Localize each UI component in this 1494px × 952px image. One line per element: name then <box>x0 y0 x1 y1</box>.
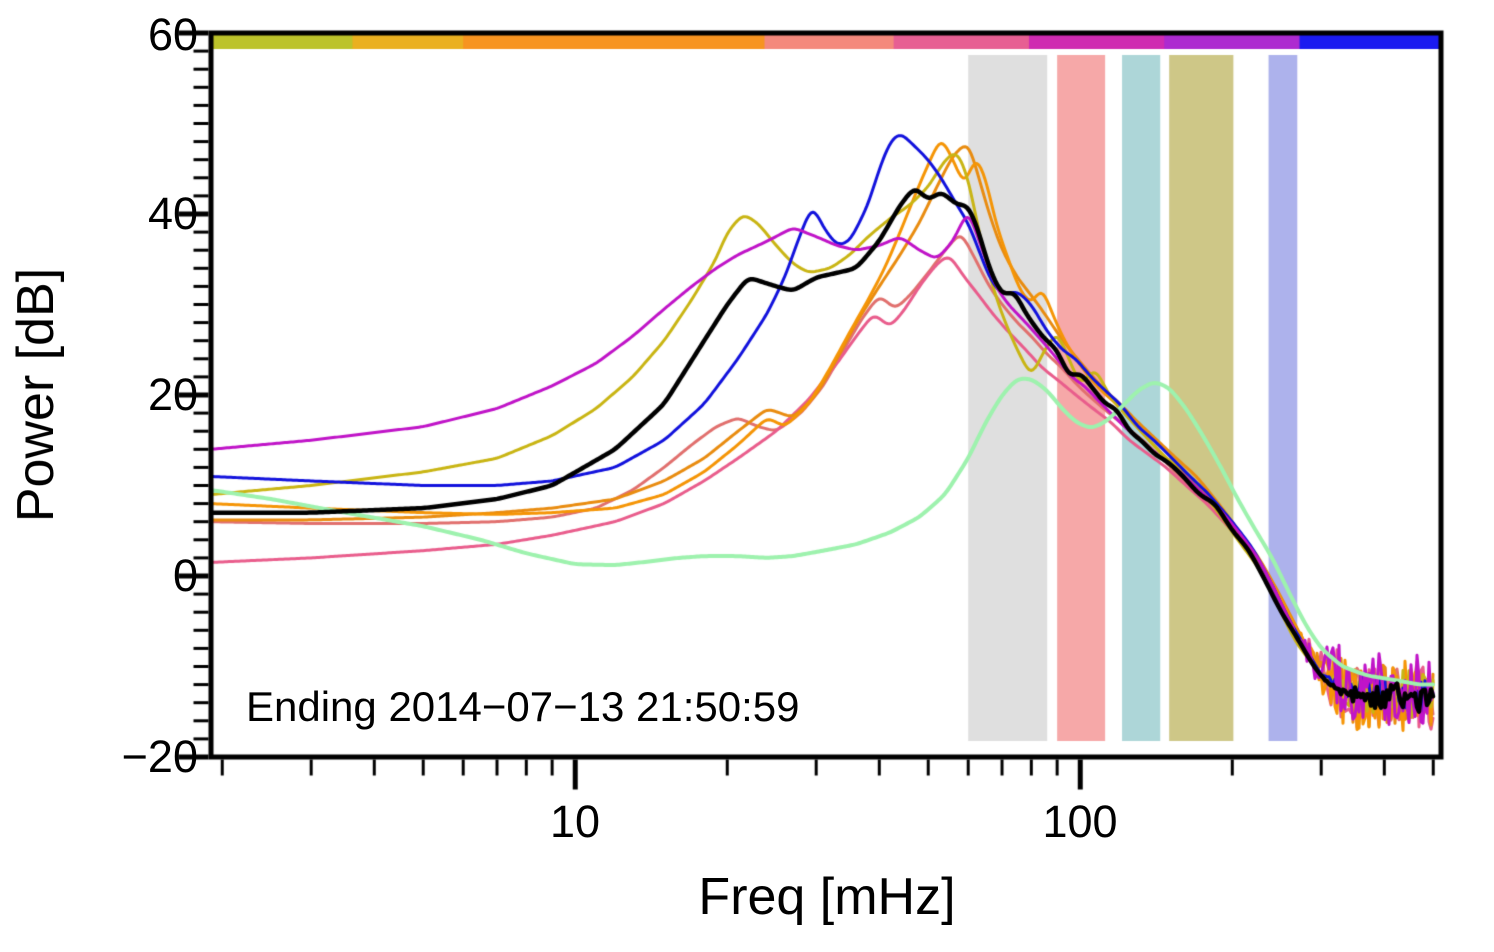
x-axis-label: Freq [mHz] <box>698 868 956 926</box>
y-axis-label: Power [dB] <box>7 267 65 523</box>
ending-time-annotation: Ending 2014−07−13 21:50:59 <box>246 683 800 730</box>
y-tick-label-20: 20 <box>147 369 198 420</box>
y-tick-label-40: 40 <box>147 188 198 239</box>
x-tick-label-100: 100 <box>1042 796 1118 847</box>
y-tick-label-60: 60 <box>147 9 198 60</box>
x-tick-label-10: 10 <box>549 796 601 847</box>
y-tick-label-0: 0 <box>172 550 198 601</box>
y-tick-label-neg20: −20 <box>121 731 198 782</box>
